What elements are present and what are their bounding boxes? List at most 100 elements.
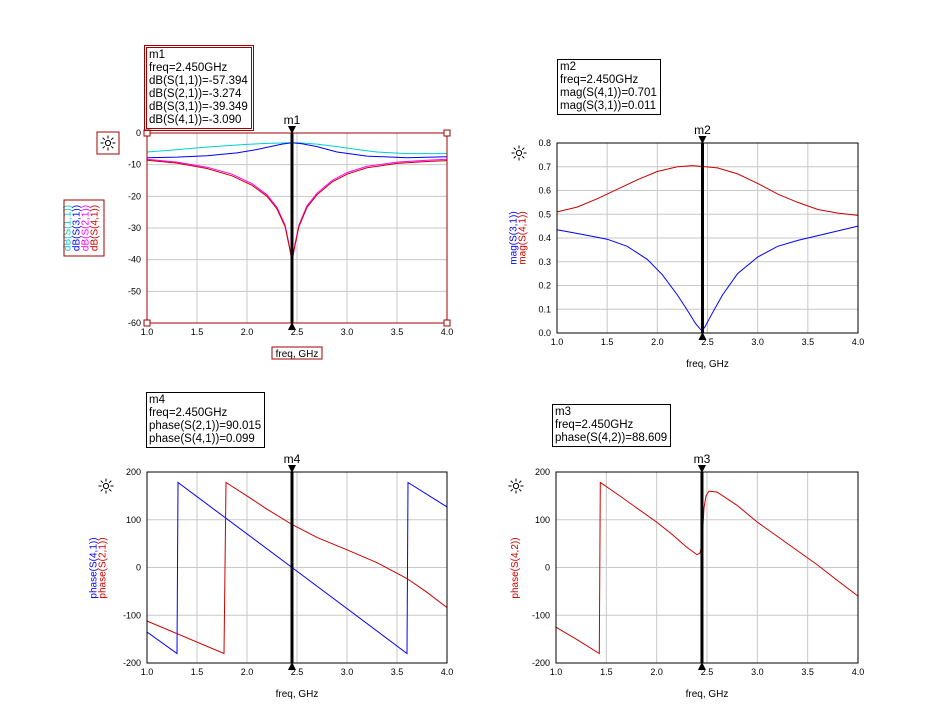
sun-icon-core	[515, 149, 523, 157]
sun-icon-ray	[513, 155, 517, 159]
marker-m1-line: dB(S(1,1))=-57.394	[149, 75, 248, 87]
x-tick-label: 2.5	[701, 337, 714, 347]
sun-icon-core	[512, 482, 520, 490]
sun-icon[interactable]	[508, 478, 524, 494]
marker-m3-line: phase(S(4,2))=88.609	[555, 432, 668, 444]
sun-icon-ray	[108, 480, 112, 484]
sun-icon-ray	[521, 155, 525, 159]
x-axis-label: freq, GHz	[686, 359, 729, 370]
y-tick-label: -60	[128, 318, 141, 328]
sun-icon-ray	[110, 137, 114, 141]
plot-frame	[555, 471, 859, 664]
sun-icon[interactable]	[100, 135, 116, 151]
x-axis-label: freq, GHz	[276, 689, 319, 700]
x-axis-label: freq, GHz	[276, 349, 319, 360]
x-tick-label: 3.0	[751, 337, 764, 347]
y-tick-label: 200	[126, 467, 141, 477]
marker-m4-line: phase(S(2,1))=90.015	[149, 420, 262, 432]
y-axis-label: mag(S(4,1))	[518, 211, 529, 264]
x-tick-label: 3.5	[391, 667, 404, 677]
y-tick-label: 0.2	[538, 281, 551, 291]
marker-top-triangle	[697, 465, 706, 473]
x-tick-label: 1.0	[551, 337, 564, 347]
marker-m3-line: freq=2.450GHz	[555, 419, 634, 431]
x-tick-label: 1.0	[141, 667, 154, 677]
y-tick-label: -50	[128, 286, 141, 296]
x-tick-label: 3.5	[801, 667, 814, 677]
selection-handle	[443, 319, 451, 327]
y-axis-label: dB(S(4,1))	[90, 205, 101, 251]
marker-name-label: m4	[284, 452, 301, 466]
sun-icon-ray	[518, 488, 522, 492]
x-tick-label: 1.5	[191, 667, 204, 677]
x-tick-label: 3.5	[391, 327, 404, 337]
plot-frame	[146, 132, 448, 324]
marker-m1-line: dB(S(4,1))=-3.090	[149, 114, 242, 126]
marker-bottom-triangle	[288, 322, 296, 330]
x-axis-label-selection	[271, 346, 323, 360]
x-tick-label: 2.0	[241, 327, 254, 337]
x-tick-label: 2.5	[701, 667, 714, 677]
selection-handle	[143, 129, 151, 137]
sun-icon[interactable]	[98, 478, 114, 494]
y-tick-label: -20	[128, 191, 141, 201]
y-tick-label: -30	[128, 223, 141, 233]
y-tick-label: 0.6	[538, 186, 551, 196]
marker-m1-readout[interactable]: m1 freq=2.450GHz dB(S(1,1))=-57.394 dB(S…	[144, 45, 254, 131]
marker-m2-line: mag(S(3,1))=0.011	[560, 100, 656, 112]
marker-bottom-triangle	[288, 662, 296, 670]
marker-m1-line: dB(S(2,1))=-3.274	[149, 88, 242, 100]
marker-m2-readout[interactable]: m2 freq=2.450GHz mag(S(4,1))=0.701 mag(S…	[557, 59, 661, 115]
y-tick-label: 100	[535, 515, 550, 525]
y-tick-label: 0.4	[538, 233, 551, 243]
marker-top-triangle	[288, 126, 296, 134]
chart-plot4: 1.0 1.5 2.0 2.5 3.0 3.5 4.0 200 100 0 -100 -200 m3 fr…	[508, 452, 865, 700]
marker-m1-line: dB(S(3,1))=-39.349	[149, 101, 248, 113]
x-tick-label: 1.0	[550, 667, 563, 677]
y-tick-label: 0	[545, 563, 550, 573]
y-tick-label: 0	[136, 128, 141, 138]
y-tick-label: 0.3	[538, 257, 551, 267]
x-tick-label: 3.0	[751, 667, 764, 677]
y-tick-label: 0.0	[538, 328, 551, 338]
y-tick-label: -40	[128, 255, 141, 265]
marker-m4-readout[interactable]: m4 freq=2.450GHz phase(S(2,1))=90.015 ph…	[146, 392, 266, 448]
sun-icon-ray	[513, 147, 517, 151]
y-axis-label: mag(S(3,1))	[509, 211, 520, 264]
marker-m1-line: freq=2.450GHz	[149, 62, 228, 74]
sun-icon[interactable]	[511, 145, 527, 161]
marker-name-label: m3	[694, 452, 711, 466]
x-tick-label: 1.5	[601, 337, 614, 347]
y-tick-label: 0.1	[538, 304, 551, 314]
marker-m2-line: freq=2.450GHz	[560, 74, 639, 86]
marker-name-label: m2	[694, 123, 711, 137]
y-tick-label: -200	[532, 658, 550, 668]
y-tick-label: -200	[123, 658, 141, 668]
y-axis-label: phase(S(4,2))	[510, 537, 521, 598]
sun-icon-ray	[102, 145, 106, 149]
x-tick-label: 4.0	[441, 327, 454, 337]
selection-handle	[143, 319, 151, 327]
plot-frame	[146, 471, 448, 664]
marker-m4-line: phase(S(4,1))=0.099	[149, 433, 255, 445]
y-axis-label: dB(S(2,1))	[81, 205, 92, 251]
y-axis-label-selection	[63, 199, 105, 257]
y-axis-label: phase(S(2,1))	[98, 537, 109, 598]
y-axis-label: dB(S(1,1))	[63, 205, 74, 251]
x-tick-label: 2.0	[650, 667, 663, 677]
y-tick-label: 0.5	[538, 209, 551, 219]
marker-m3-readout[interactable]: m3 freq=2.450GHz phase(S(4,2))=88.609	[552, 404, 672, 447]
sun-icon-ray	[518, 480, 522, 484]
marker-m1-line: m1	[149, 49, 165, 61]
marker-top-triangle	[288, 465, 296, 473]
marker-name-label: m1	[284, 113, 301, 127]
y-tick-label: -100	[123, 610, 141, 620]
y-tick-label: 0.8	[538, 138, 551, 148]
marker-bottom-triangle	[698, 332, 707, 340]
y-tick-label: 100	[126, 515, 141, 525]
sun-icon-ray	[100, 480, 104, 484]
x-tick-label: 4.0	[852, 667, 865, 677]
y-tick-label: 200	[535, 467, 550, 477]
x-tick-label: 2.0	[651, 337, 664, 347]
sun-icon-core	[104, 139, 112, 147]
